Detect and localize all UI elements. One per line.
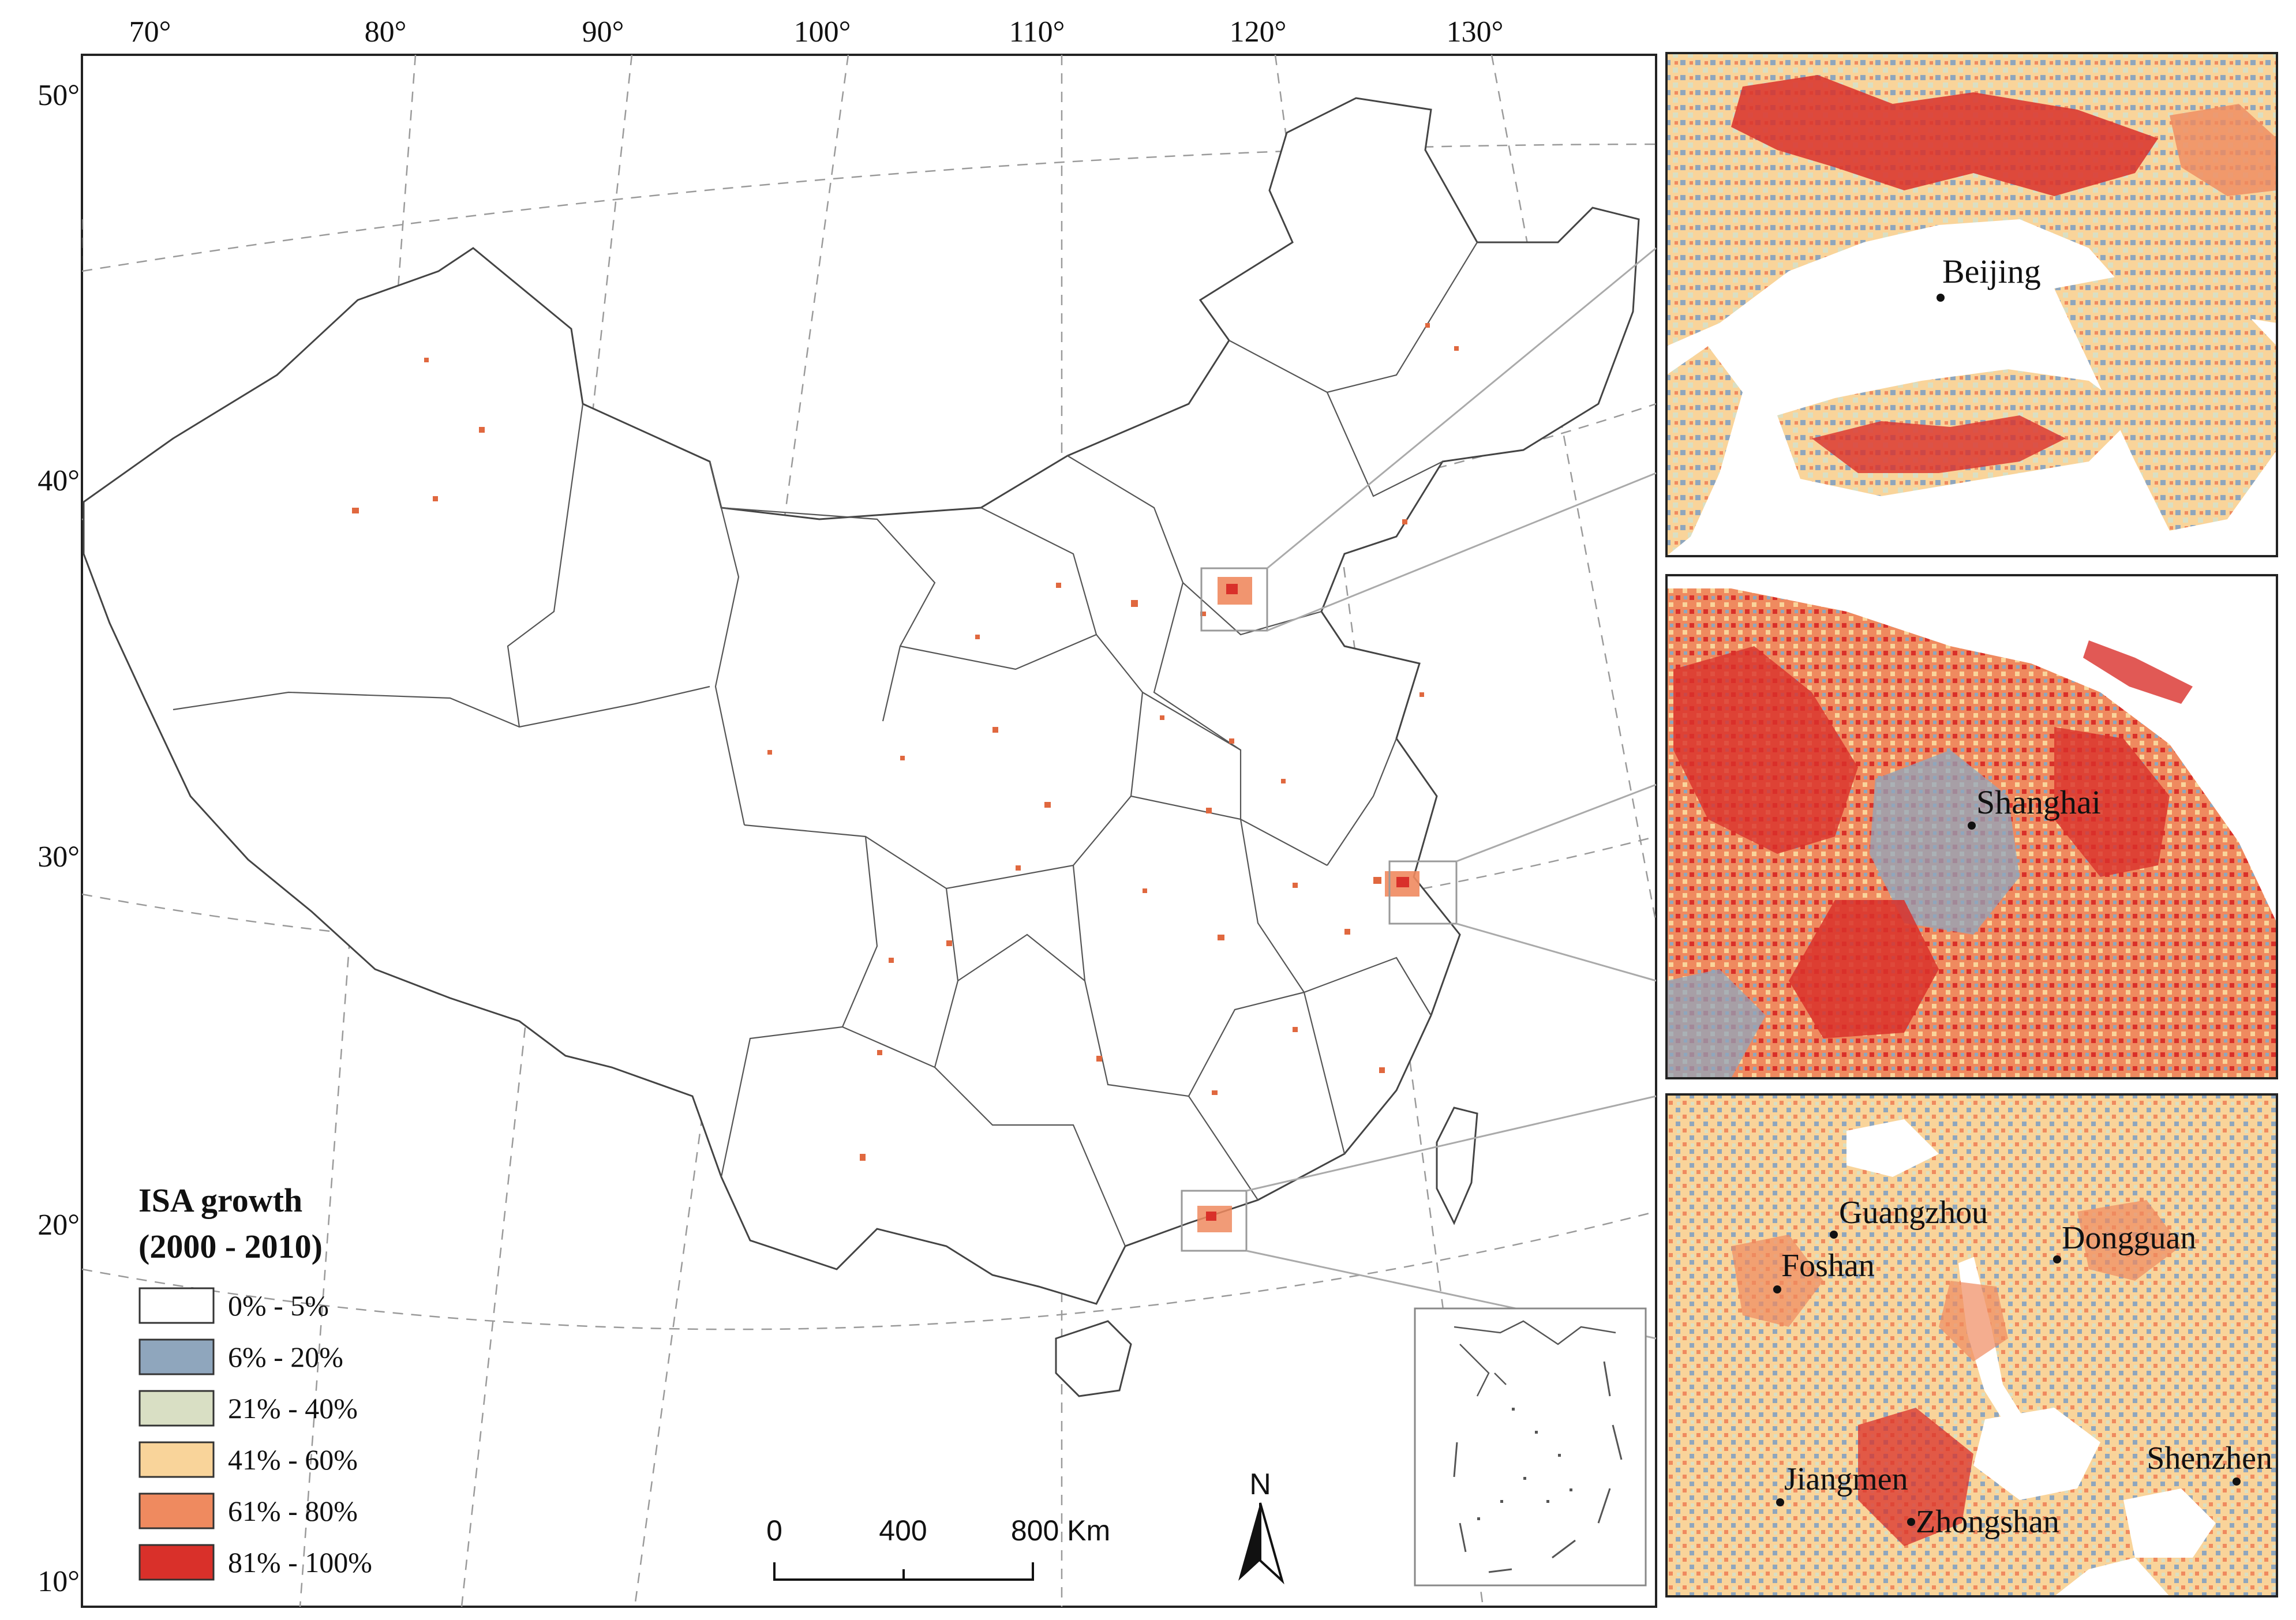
lat-label-10: 10° bbox=[38, 1565, 80, 1598]
main-map: ISA growth (2000 - 2010) 0% - 5% 6% - 20… bbox=[81, 54, 1657, 1608]
inset-shanghai: Shanghai bbox=[1665, 574, 2278, 1079]
city-marker-jiangmen bbox=[1776, 1498, 1784, 1506]
inset-pearl-river-delta: Guangzhou Foshan Dongguan Jiangmen Zhong… bbox=[1665, 1093, 2278, 1597]
city-label-guangzhou: Guangzhou bbox=[1839, 1195, 1988, 1231]
south-china-sea-inset bbox=[1414, 1307, 1647, 1587]
legend-swatch-3 bbox=[138, 1441, 215, 1478]
city-label-jiangmen: Jiangmen bbox=[1784, 1461, 1908, 1497]
city-marker-zhongshan bbox=[1907, 1518, 1915, 1526]
lat-label-20: 20° bbox=[38, 1209, 80, 1242]
legend-items: 0% - 5% 6% - 20% 21% - 40% 41% - 60% 61%… bbox=[138, 1287, 372, 1581]
lat-label-30: 30° bbox=[38, 841, 80, 873]
north-arrow-icon bbox=[1238, 1503, 1260, 1581]
city-label-shanghai: Shanghai bbox=[1976, 783, 2101, 821]
legend-label-5: 81% - 100% bbox=[228, 1546, 372, 1578]
scale-tick-label-0: 0 bbox=[766, 1514, 782, 1547]
city-marker-foshan bbox=[1773, 1285, 1781, 1293]
scale-bar: 0 400 800 Km bbox=[766, 1514, 1110, 1581]
city-label-foshan: Foshan bbox=[1781, 1248, 1875, 1284]
lon-label-120: 120° bbox=[1230, 16, 1287, 48]
lat-label-50: 50° bbox=[38, 79, 80, 112]
callout-boxes bbox=[1181, 567, 1458, 1252]
legend-swatch-4 bbox=[138, 1492, 215, 1529]
lon-label-70: 70° bbox=[129, 16, 171, 48]
city-marker-dongguan bbox=[2053, 1255, 2061, 1263]
legend-swatch-5 bbox=[138, 1544, 215, 1581]
callout-box-beijing bbox=[1200, 567, 1268, 632]
north-arrow: N bbox=[1238, 1468, 1284, 1585]
north-arrow-label: N bbox=[1249, 1468, 1271, 1501]
island-taiwan bbox=[1436, 1107, 1478, 1225]
country-outline bbox=[83, 97, 1640, 1305]
lon-label-100: 100° bbox=[794, 16, 851, 48]
city-label-shenzhen: Shenzhen bbox=[2147, 1441, 2272, 1476]
inset-prd-frame bbox=[1665, 1093, 2278, 1597]
legend: ISA growth (2000 - 2010) 0% - 5% 6% - 20… bbox=[138, 1182, 372, 1581]
legend-label-0: 0% - 5% bbox=[228, 1289, 329, 1322]
legend-swatch-1 bbox=[138, 1338, 215, 1375]
city-marker-shenzhen bbox=[2233, 1477, 2241, 1486]
latitude-labels: 50° 40° 30° 20° 10° bbox=[38, 79, 80, 1598]
inset-beijing: Beijing bbox=[1665, 52, 2278, 557]
scale-tick-label-1: 400 bbox=[879, 1514, 927, 1547]
isa-growth-hotspots bbox=[1197, 577, 1419, 1232]
inset-shanghai-frame bbox=[1665, 574, 2278, 1079]
legend-label-1: 6% - 20% bbox=[228, 1341, 343, 1373]
city-marker-guangzhou bbox=[1830, 1231, 1838, 1239]
city-label-dongguan: Dongguan bbox=[2062, 1220, 2196, 1256]
isa-growth-specks bbox=[352, 323, 1459, 1161]
legend-title-line2: (2000 - 2010) bbox=[138, 1228, 323, 1265]
city-marker-beijing bbox=[1937, 294, 1945, 302]
legend-swatch-2 bbox=[138, 1390, 215, 1427]
legend-label-2: 21% - 40% bbox=[228, 1392, 358, 1424]
city-label-beijing: Beijing bbox=[1942, 253, 2041, 290]
city-marker-shanghai bbox=[1968, 822, 1976, 830]
island-hainan bbox=[1055, 1320, 1132, 1397]
lon-label-80: 80° bbox=[365, 16, 407, 48]
legend-title-line1: ISA growth bbox=[138, 1182, 302, 1219]
callout-box-prd bbox=[1181, 1190, 1248, 1252]
legend-label-4: 61% - 80% bbox=[228, 1495, 358, 1527]
lat-label-40: 40° bbox=[38, 464, 80, 497]
inset-beijing-frame bbox=[1665, 52, 2278, 557]
lon-label-90: 90° bbox=[582, 16, 624, 48]
city-label-zhongshan: Zhongshan bbox=[1916, 1504, 2059, 1540]
lon-label-130: 130° bbox=[1447, 16, 1504, 48]
callout-lines bbox=[1246, 247, 1657, 1340]
scale-tick-label-2: 800 Km bbox=[1011, 1514, 1110, 1547]
province-boundaries bbox=[173, 242, 1478, 1247]
longitude-labels: 70° 80° 90° 100° 110° 120° 130° bbox=[129, 16, 1504, 48]
legend-swatch-0 bbox=[138, 1287, 215, 1324]
lon-label-110: 110° bbox=[1009, 16, 1065, 48]
legend-label-3: 41% - 60% bbox=[228, 1443, 358, 1476]
callout-box-shanghai bbox=[1388, 860, 1458, 925]
